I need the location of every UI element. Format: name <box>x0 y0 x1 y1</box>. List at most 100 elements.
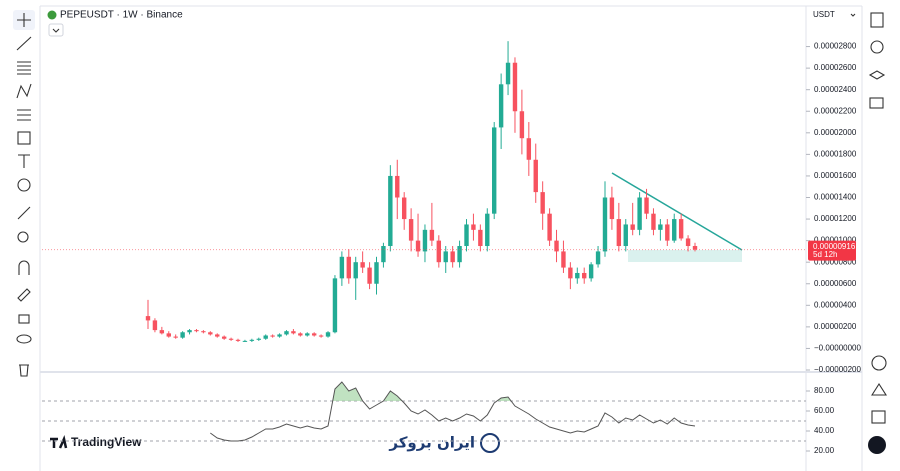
side-chat[interactable] <box>869 97 884 109</box>
tool-crosshair[interactable] <box>17 13 31 27</box>
bar-countdown: 5d 12h <box>813 250 837 259</box>
price-tick-label: 0.00002800 <box>814 42 857 51</box>
candle-body <box>249 339 255 341</box>
zone-rectangle[interactable] <box>628 250 742 262</box>
candle-body <box>644 197 649 214</box>
tool-delete[interactable] <box>19 364 29 377</box>
candle-body <box>159 330 165 334</box>
tool-fib[interactable] <box>17 61 31 75</box>
price-tick-label: −0.00000000 <box>814 344 861 353</box>
candle-body <box>395 175 400 198</box>
candle-body <box>533 159 538 193</box>
candle-body <box>519 111 525 139</box>
side-apps[interactable] <box>868 436 886 454</box>
currency-dropdown[interactable] <box>850 13 856 17</box>
candle-body <box>367 267 372 284</box>
candle-body <box>346 256 351 279</box>
candle-body <box>616 219 622 247</box>
candle-body <box>145 316 151 321</box>
candle-body <box>595 251 601 265</box>
last-price-box <box>808 240 856 261</box>
trend-line[interactable] <box>611 172 743 251</box>
candle-body <box>457 246 462 263</box>
tool-text[interactable] <box>18 154 30 168</box>
candle-body <box>201 331 206 333</box>
tool-ruler[interactable] <box>17 206 31 220</box>
right-sidebar <box>868 12 888 454</box>
indicator-tick-label: 60.00 <box>814 406 835 415</box>
candle-body <box>692 246 698 250</box>
candle-body <box>152 320 158 331</box>
candle-body <box>235 339 241 341</box>
price-tick-label: −0.00000200 <box>814 365 861 374</box>
candle-body <box>658 224 663 230</box>
candle-body <box>561 251 566 268</box>
candle-body <box>672 219 677 241</box>
indicator-line <box>210 381 696 442</box>
candle-body <box>408 219 414 241</box>
collapse-button[interactable] <box>48 23 64 37</box>
candle-body <box>415 240 421 252</box>
candle-body <box>478 229 483 247</box>
side-watchlist[interactable] <box>870 12 884 28</box>
side-calendar[interactable] <box>871 410 886 424</box>
candle-body <box>450 251 455 263</box>
candle-body <box>208 332 213 335</box>
tool-pattern[interactable] <box>16 83 32 99</box>
price-tick-label: 0.00002400 <box>814 85 857 94</box>
price-tick-label: 0.00001200 <box>814 214 857 223</box>
candle-body <box>575 272 580 279</box>
candle-body <box>332 278 338 333</box>
symbol-title[interactable]: PEPEUSDT · 1W · Binance <box>60 10 183 21</box>
side-alerts[interactable] <box>870 40 884 54</box>
candle-body <box>505 62 511 85</box>
indicator-tick-label: 20.00 <box>814 446 835 455</box>
tool-forecast[interactable] <box>17 109 31 121</box>
candle-body <box>582 272 587 279</box>
candle-body <box>492 127 497 214</box>
price-tick-label: 0.00001800 <box>814 149 857 158</box>
price-tick-label: 0.00001600 <box>814 171 857 180</box>
candle-body <box>464 224 469 247</box>
candle-body <box>256 338 261 340</box>
tool-draw-mode[interactable] <box>17 288 31 302</box>
candle-body <box>602 197 608 252</box>
candle-body <box>291 331 296 334</box>
candle-body <box>471 224 476 230</box>
price-tick-label: 0.00001000 <box>814 236 857 245</box>
candle-body <box>173 336 178 338</box>
candle-body <box>609 197 615 220</box>
symbol-icon[interactable] <box>47 10 57 20</box>
candle-body <box>422 229 428 252</box>
candle-body <box>381 246 386 263</box>
tool-zoom[interactable] <box>17 231 29 243</box>
candle-body <box>270 335 275 337</box>
candle-body <box>242 340 248 342</box>
side-layers[interactable] <box>868 70 886 80</box>
candle-body <box>263 335 268 339</box>
candle-body <box>665 224 670 241</box>
side-ideas[interactable] <box>870 382 888 396</box>
price-tick-label: 0.00002200 <box>814 106 857 115</box>
price-tick-label: 0.00000600 <box>814 279 857 288</box>
tool-shapes[interactable] <box>17 131 31 145</box>
candle-body <box>512 62 518 112</box>
candle-body <box>221 336 227 339</box>
tool-trendline[interactable] <box>16 36 32 51</box>
currency-label[interactable]: USDT <box>813 10 835 19</box>
side-target[interactable] <box>871 355 887 371</box>
candle-body <box>429 229 435 241</box>
candle-body <box>540 192 545 214</box>
candle-body <box>298 333 303 336</box>
candle-body <box>277 334 282 337</box>
tool-lock[interactable] <box>18 314 30 324</box>
tool-magnet[interactable] <box>18 260 30 275</box>
candle-body <box>228 338 234 340</box>
tool-visibility[interactable] <box>16 334 32 344</box>
candle-body <box>284 331 289 335</box>
tool-icons[interactable] <box>17 178 31 192</box>
candle-body <box>554 240 559 252</box>
candle-body <box>187 330 192 333</box>
